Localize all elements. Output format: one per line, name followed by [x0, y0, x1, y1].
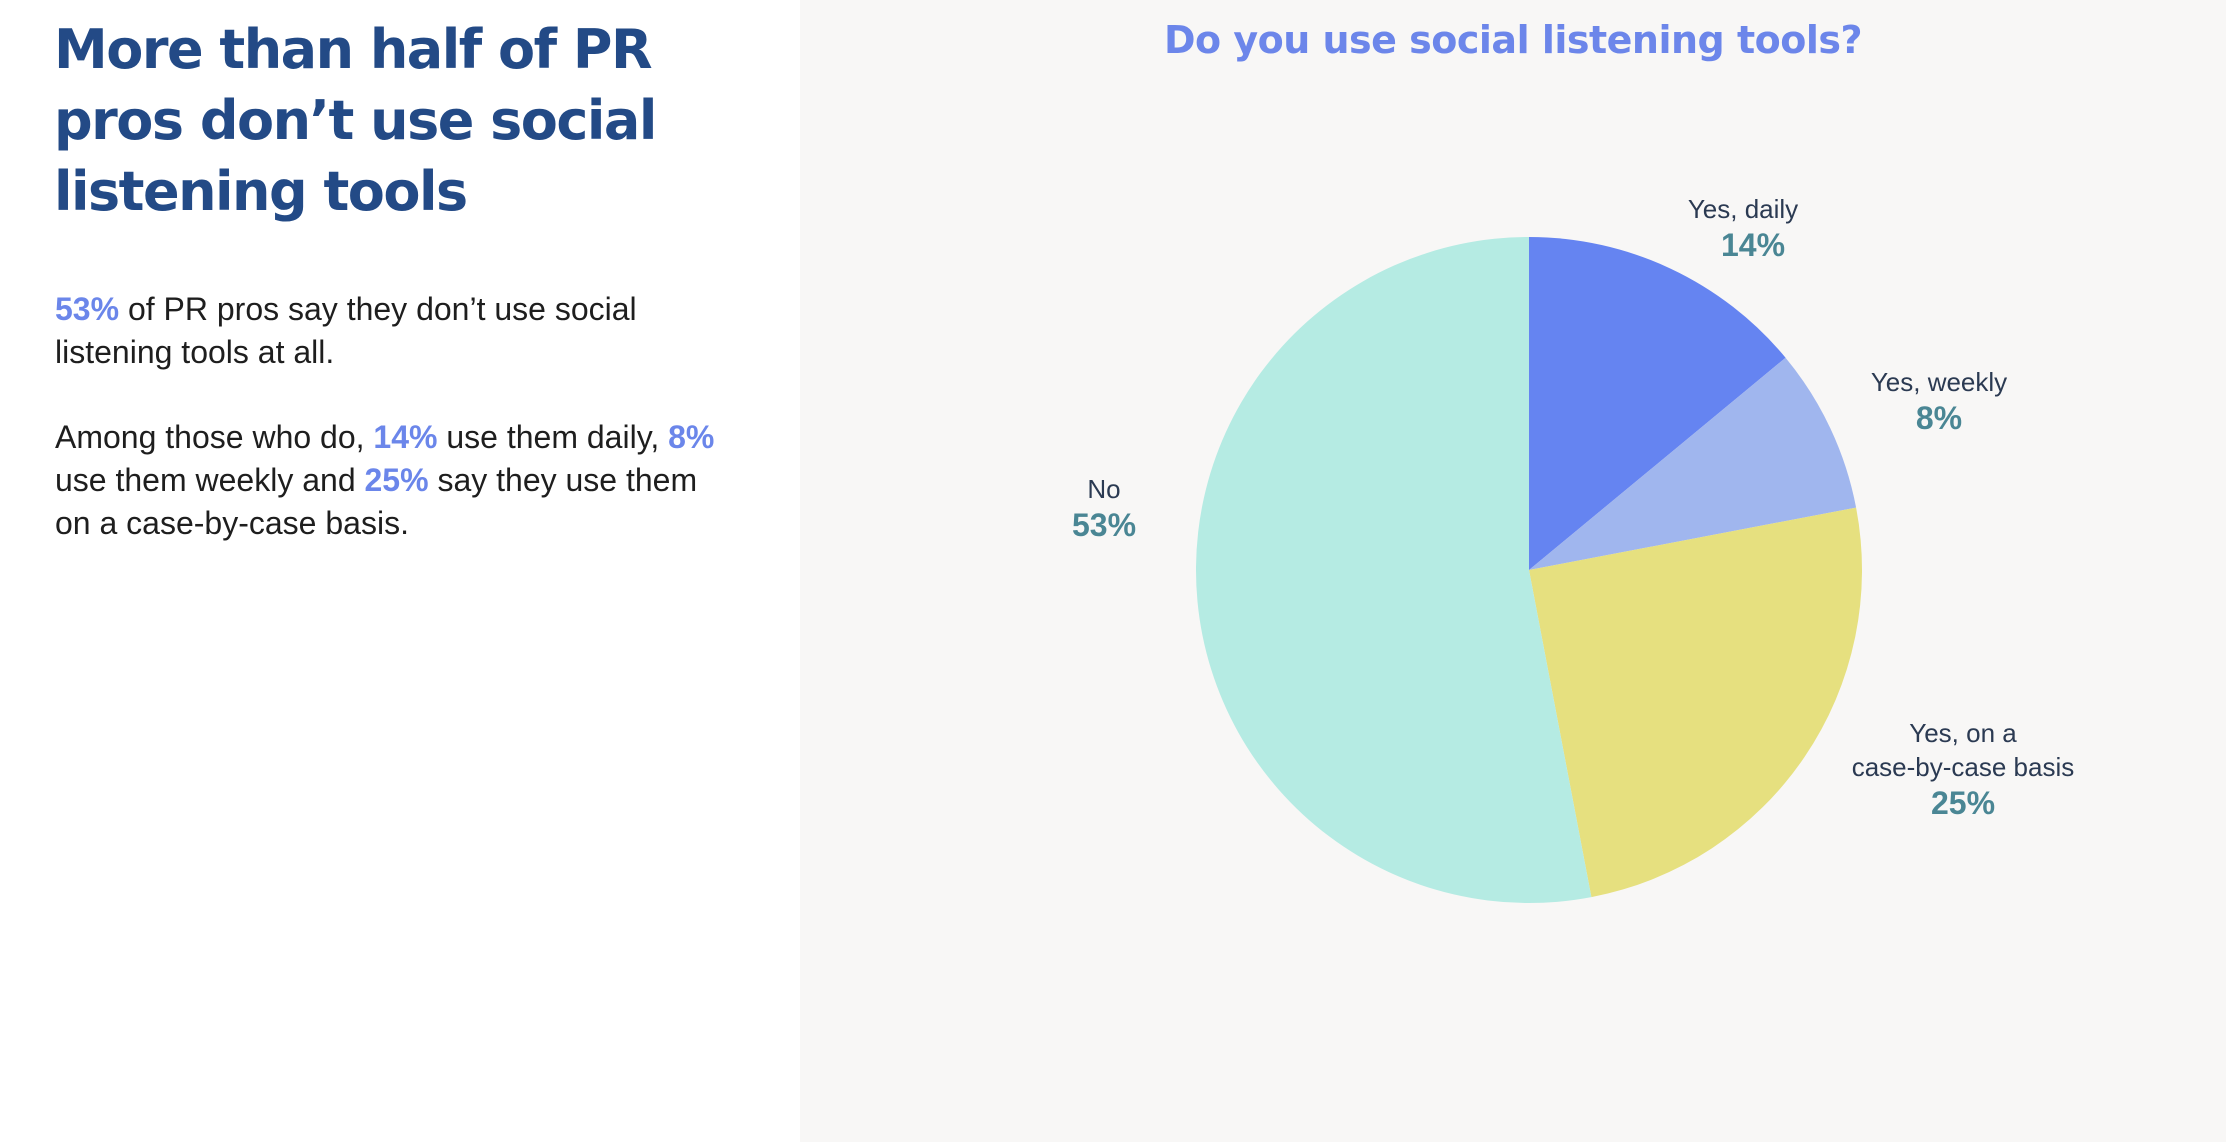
- slice-label-yes-daily: Yes, daily: [1688, 194, 1798, 224]
- headline: More than half of PR pros don’t use soci…: [54, 18, 657, 223]
- slice-value-no: 53%: [1072, 507, 1136, 543]
- slice-label-yes-case-by-case-line-2: case-by-case basis: [1852, 752, 2075, 782]
- slice-label-yes-weekly: Yes, weekly: [1871, 367, 2007, 397]
- chart-panel: Do you use social listening tools? Yes, …: [800, 0, 2226, 1142]
- pie-slice-yes-case-by-case: [1529, 507, 1862, 898]
- text-panel: More than half of PR pros don’t use soci…: [0, 0, 800, 1142]
- slice-value-yes-daily: 14%: [1721, 227, 1785, 263]
- detail-case-text: say they use them on a case-by-case basi…: [55, 462, 698, 541]
- slice-value-yes-case-by-case: 25%: [1931, 785, 1995, 821]
- summary-paragraph: 53% of PR pros say they don’t use social…: [55, 288, 735, 374]
- slice-label-yes-case-by-case-line-1: Yes, on a: [1909, 718, 2017, 748]
- pie-slice-yes-daily: [1529, 237, 1786, 570]
- highlight-case-pct: 25%: [364, 462, 429, 498]
- chart-title: Do you use social listening tools?: [1163, 18, 1863, 62]
- summary-text: of PR pros say they don’t use social lis…: [55, 291, 637, 370]
- pie-slice-yes-weekly: [1529, 357, 1857, 570]
- detail-daily-text: use them daily,: [437, 419, 669, 455]
- highlight-weekly-pct: 8%: [668, 419, 715, 455]
- detail-weekly-text: use them weekly and: [55, 462, 365, 498]
- detail-intro: Among those who do,: [55, 419, 374, 455]
- highlight-no-pct: 53%: [55, 291, 120, 327]
- highlight-daily-pct: 14%: [373, 419, 438, 455]
- pie-slice-no: [1195, 236, 1592, 903]
- slice-value-yes-weekly: 8%: [1916, 400, 1962, 436]
- detail-paragraph: Among those who do, 14% use them daily, …: [55, 416, 735, 545]
- slice-label-no: No: [1087, 474, 1120, 504]
